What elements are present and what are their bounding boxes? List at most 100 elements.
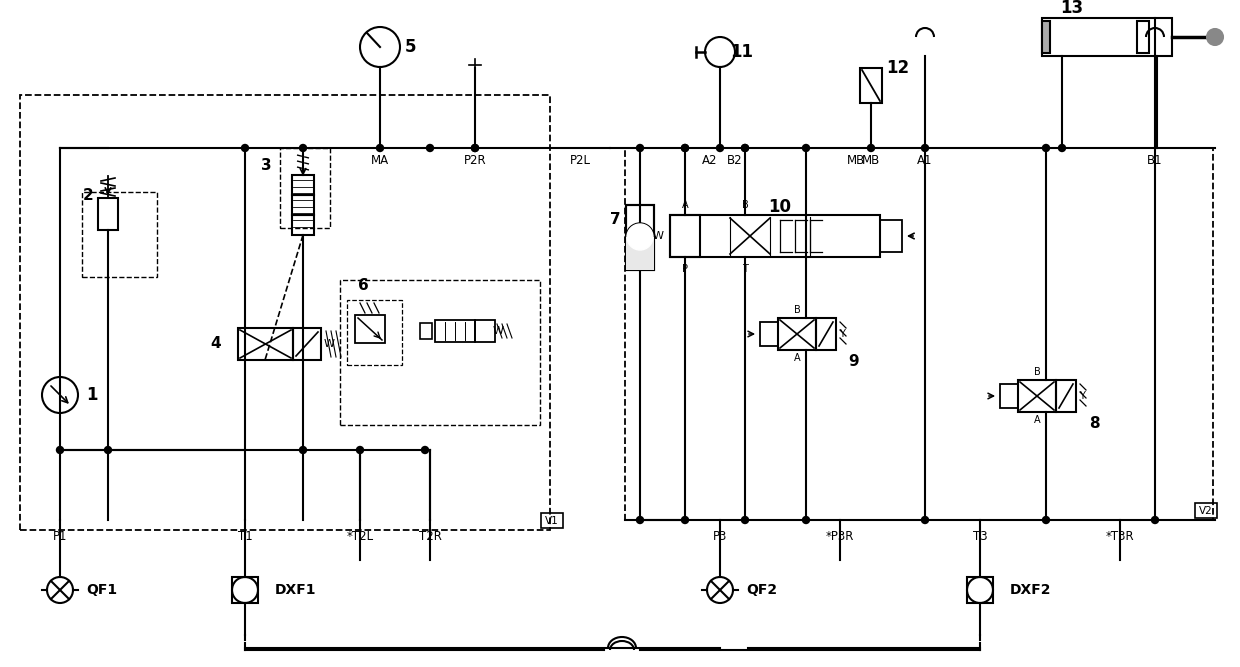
Text: P3: P3 [713,530,727,544]
Bar [293,328,321,360]
Text: P2R: P2R [464,153,486,167]
Circle shape [471,145,479,151]
Circle shape [682,145,688,151]
Circle shape [1043,516,1049,524]
Bar [670,215,701,257]
Circle shape [242,145,248,151]
Circle shape [868,145,874,151]
Circle shape [422,446,429,454]
Text: MA: MA [371,153,389,167]
Circle shape [627,224,653,250]
Text: 6: 6 [358,277,368,293]
Circle shape [1059,145,1065,151]
Text: 4: 4 [211,336,221,352]
Text: 10: 10 [769,198,791,216]
Text: B: B [742,200,749,210]
Bar [880,220,901,252]
Bar [98,198,118,230]
Circle shape [921,516,929,524]
Bar [861,68,882,103]
Text: A: A [682,200,688,210]
Circle shape [300,446,306,454]
Circle shape [357,446,363,454]
Bar [626,205,653,270]
Text: A: A [1034,415,1040,425]
Text: 5: 5 [404,38,415,56]
Text: 8: 8 [1089,416,1100,432]
Text: B2: B2 [727,153,743,167]
Bar [760,322,777,346]
Text: *T2L: *T2L [346,530,373,544]
Text: T: T [742,264,748,274]
Circle shape [636,145,644,151]
Text: B: B [794,305,800,315]
Bar [82,192,157,277]
Bar [232,577,258,603]
Bar [816,318,836,350]
Text: A2: A2 [702,153,718,167]
Circle shape [300,145,306,151]
Bar [967,577,993,603]
Text: QF2: QF2 [746,583,777,597]
Text: Y: Y [1079,391,1085,401]
Bar [625,148,1213,520]
Text: A1: A1 [918,153,932,167]
Bar [340,280,539,425]
Text: P: P [682,264,688,274]
Text: W: W [492,326,503,336]
Bar [541,513,563,528]
Text: W: W [652,231,663,241]
Bar [435,320,475,342]
Bar [291,215,314,235]
Text: T1: T1 [238,530,253,544]
Text: 1: 1 [87,386,98,404]
Text: P1: P1 [53,530,67,544]
Bar [670,215,880,257]
Text: B1: B1 [1147,153,1163,167]
Circle shape [1152,516,1158,524]
Circle shape [1043,145,1049,151]
Circle shape [802,516,810,524]
Circle shape [742,145,749,151]
Text: T2R: T2R [419,530,441,544]
Bar [291,195,314,215]
Circle shape [742,516,749,524]
Text: W: W [324,339,335,349]
Circle shape [377,145,383,151]
Text: *T3R: *T3R [1106,530,1135,544]
Circle shape [802,145,810,151]
Bar [999,384,1018,408]
Bar [238,328,293,360]
Circle shape [626,223,653,251]
Bar [626,237,653,270]
Text: 2: 2 [83,187,94,203]
Circle shape [427,145,434,151]
Text: 12: 12 [887,59,909,77]
Text: QF1: QF1 [86,583,117,597]
Circle shape [1207,29,1223,45]
Bar [1042,21,1050,53]
Text: 3: 3 [262,157,272,173]
Bar [1195,503,1216,518]
Text: DXF2: DXF2 [1011,583,1052,597]
Circle shape [717,145,723,151]
Text: A: A [794,353,800,363]
Text: V1: V1 [546,516,559,526]
Circle shape [742,145,749,151]
Text: MB: MB [862,153,880,167]
Text: DXF1: DXF1 [275,583,316,597]
Text: 9: 9 [848,354,859,370]
Circle shape [921,145,929,151]
Bar [1137,21,1149,53]
Bar [355,315,384,343]
Text: *P3R: *P3R [826,530,854,544]
Text: 7: 7 [610,213,620,227]
Circle shape [104,446,112,454]
Text: MB: MB [847,153,866,167]
Circle shape [682,516,688,524]
Text: V2: V2 [1199,506,1213,516]
Bar [475,320,495,342]
Text: P2L: P2L [569,153,590,167]
Bar [280,148,330,228]
Text: 13: 13 [1060,0,1084,17]
